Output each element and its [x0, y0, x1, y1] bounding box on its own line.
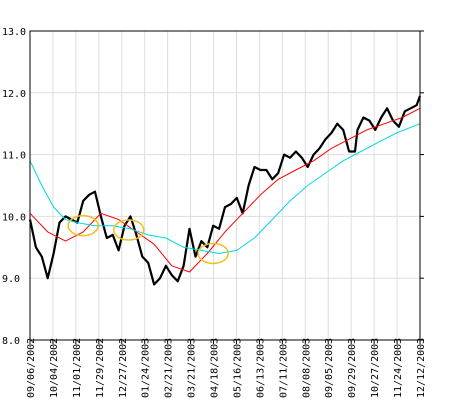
y-tick-labels: 8.0 9.0 10.0 11.0 12.0 13.0 [2, 27, 26, 347]
x-tick-label: 12/27/2002 [118, 338, 129, 398]
x-tick-label: 09/05/2003 [324, 338, 335, 398]
x-tick-labels: 09/06/2002 10/04/2002 11/01/2002 11/29/2002… [26, 338, 427, 398]
grid-lines [29, 30, 421, 341]
x-tick-label: 10/04/2002 [49, 338, 60, 398]
x-tick-label: 06/13/2003 [255, 338, 266, 398]
x-tick-label: 11/29/2002 [95, 338, 106, 398]
y-tick-label: 10.0 [2, 212, 26, 223]
y-tick-label: 9.0 [2, 274, 20, 285]
x-tick-label: 11/24/2003 [393, 338, 404, 398]
x-tick-label: 09/06/2002 [26, 338, 37, 398]
y-tick-label: 13.0 [2, 27, 26, 38]
y-tick-label: 11.0 [2, 151, 26, 162]
plot-frame [29, 30, 421, 341]
y-tick-label: 8.0 [2, 336, 20, 347]
x-tick-label: 09/29/2003 [347, 338, 358, 398]
axes [29, 30, 424, 344]
x-tick-label: 08/08/2003 [301, 338, 312, 398]
x-tick-label: 10/27/2003 [370, 338, 381, 398]
moving-average-long-line [29, 123, 421, 254]
x-tick-label: 05/16/2003 [232, 338, 243, 398]
x-tick-label: 11/01/2002 [72, 338, 83, 398]
highlight-layer [67, 214, 229, 265]
x-tick-label: 02/21/2003 [164, 338, 175, 398]
highlight-ellipse [113, 219, 145, 241]
x-tick-label: 07/11/2003 [278, 338, 289, 398]
x-tick-label: 04/18/2003 [210, 338, 221, 398]
y-tick-label: 12.0 [2, 89, 26, 100]
price-series-line [28, 95, 422, 286]
x-tick-label: 01/24/2003 [141, 338, 152, 398]
highlight-ellipse [67, 214, 99, 237]
highlight-ellipse [197, 242, 229, 265]
x-tick-label: 12/12/2003 [416, 338, 427, 398]
x-tick-label: 03/21/2003 [187, 338, 198, 398]
series-layer [28, 95, 422, 286]
